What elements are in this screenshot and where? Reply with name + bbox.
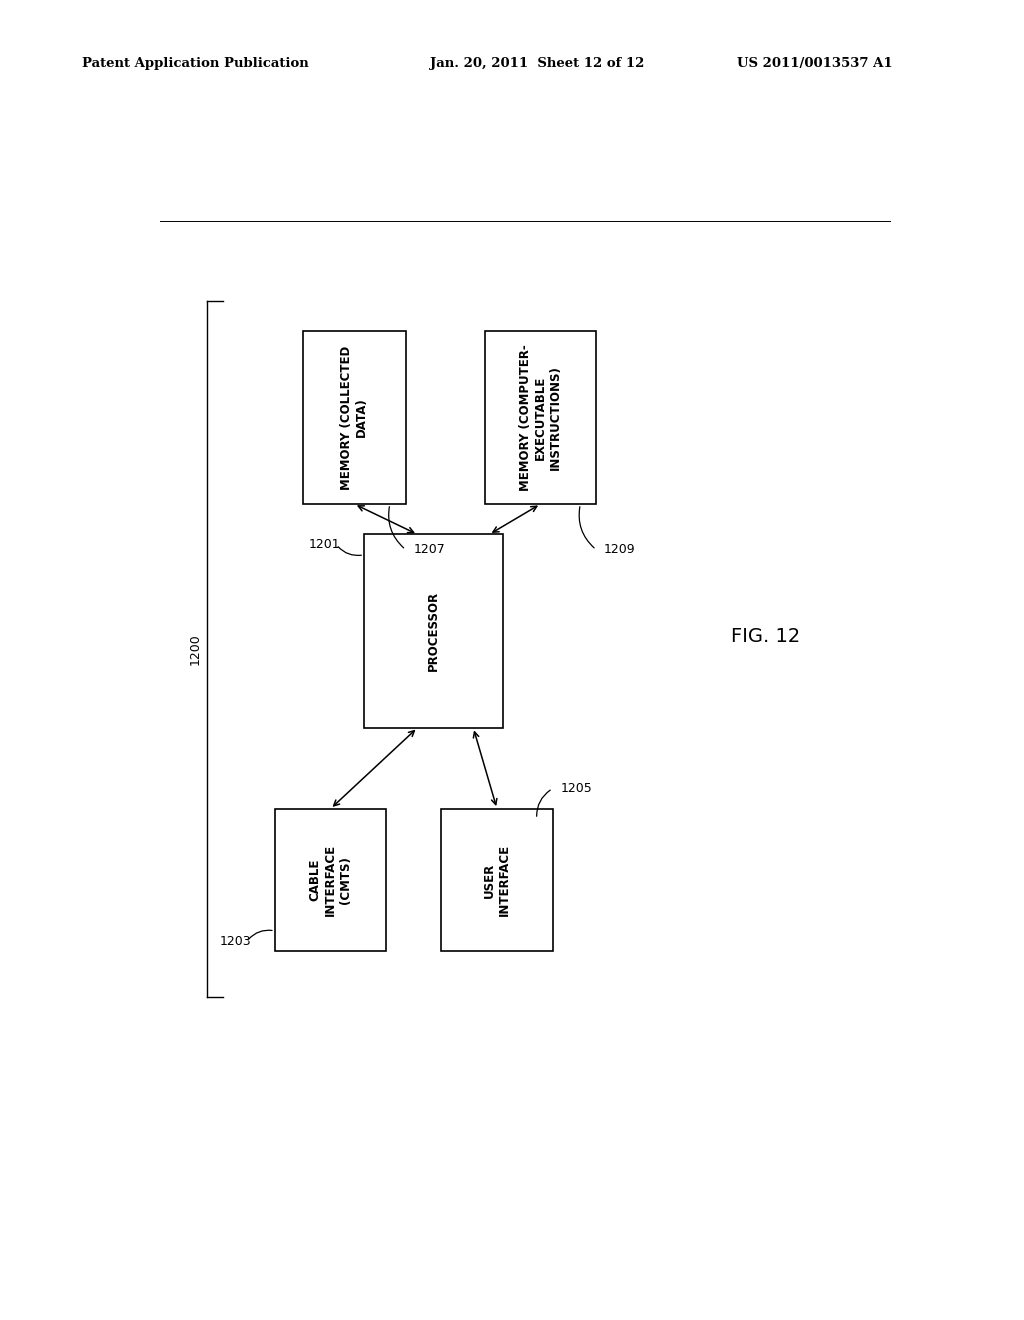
Text: 1201: 1201 bbox=[308, 539, 340, 552]
Text: CABLE
INTERFACE
(CMTS): CABLE INTERFACE (CMTS) bbox=[309, 843, 352, 916]
Bar bbox=[365, 535, 503, 727]
Bar bbox=[441, 809, 553, 952]
Text: PROCESSOR: PROCESSOR bbox=[427, 591, 440, 671]
Text: FIG. 12: FIG. 12 bbox=[731, 627, 801, 645]
Text: USER
INTERFACE: USER INTERFACE bbox=[483, 843, 511, 916]
Text: MEMORY (COMPUTER-
EXECUTABLE
INSTRUCTIONS): MEMORY (COMPUTER- EXECUTABLE INSTRUCTION… bbox=[519, 345, 562, 491]
Bar bbox=[274, 809, 386, 952]
Bar bbox=[303, 331, 406, 504]
Text: 1200: 1200 bbox=[189, 632, 202, 665]
Text: Patent Application Publication: Patent Application Publication bbox=[82, 57, 308, 70]
Bar bbox=[485, 331, 596, 504]
Text: Jan. 20, 2011  Sheet 12 of 12: Jan. 20, 2011 Sheet 12 of 12 bbox=[430, 57, 644, 70]
Text: 1207: 1207 bbox=[414, 544, 445, 556]
Text: 1205: 1205 bbox=[560, 781, 592, 795]
Text: 1209: 1209 bbox=[604, 544, 636, 556]
Text: US 2011/0013537 A1: US 2011/0013537 A1 bbox=[737, 57, 893, 70]
Text: 1203: 1203 bbox=[219, 935, 251, 948]
Text: MEMORY (COLLECTED
DATA): MEMORY (COLLECTED DATA) bbox=[340, 346, 369, 490]
